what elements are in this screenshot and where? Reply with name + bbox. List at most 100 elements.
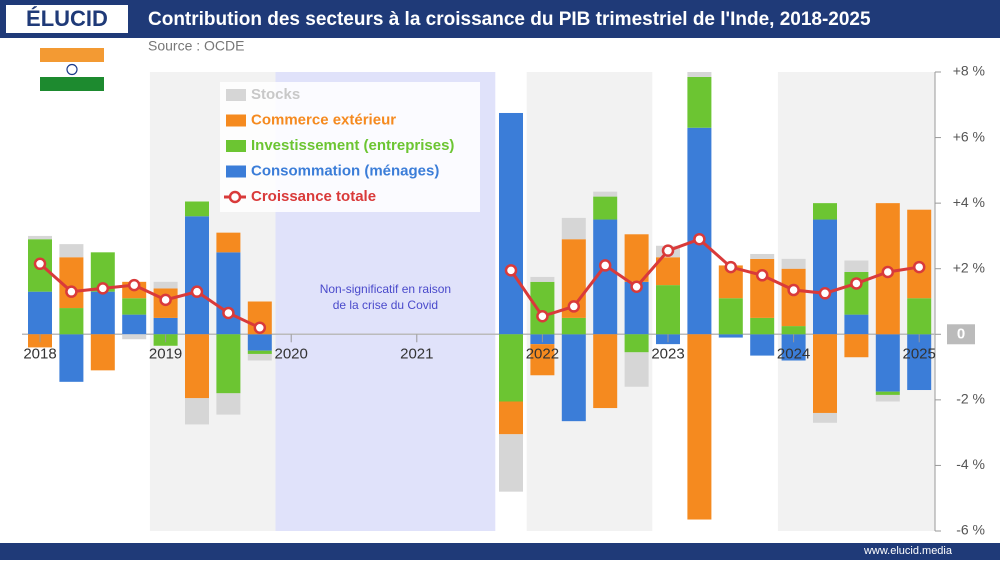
- legend-swatch: [226, 165, 246, 178]
- bar: [844, 260, 869, 272]
- bar: [844, 334, 869, 358]
- bar: [687, 127, 712, 335]
- footer-bar: [0, 543, 1000, 560]
- y-tick-label: -6 %: [956, 522, 985, 538]
- bar: [593, 196, 618, 220]
- bar: [875, 391, 900, 395]
- bar: [750, 334, 775, 356]
- point: [661, 244, 675, 257]
- bar: [907, 209, 932, 299]
- x-tick-label: 2020: [275, 345, 308, 362]
- bar: [687, 72, 712, 77]
- bar: [624, 352, 649, 387]
- legend-label: Commerce extérieur: [251, 111, 396, 128]
- bar: [750, 258, 775, 318]
- legend-marker: [228, 190, 242, 204]
- y-tick-label: -4 %: [956, 456, 985, 472]
- legend-label: Consommation (ménages): [251, 162, 439, 179]
- header-bar: [0, 0, 1000, 38]
- bar: [59, 308, 84, 335]
- bar: [90, 334, 115, 371]
- bar: [561, 217, 586, 240]
- point: [787, 283, 800, 297]
- point: [504, 264, 518, 277]
- bar: [687, 334, 712, 520]
- point: [755, 269, 769, 282]
- point: [222, 306, 235, 320]
- point: [127, 278, 141, 292]
- point: [912, 260, 926, 274]
- bar: [59, 244, 84, 258]
- bar: [153, 281, 178, 289]
- point: [96, 282, 110, 295]
- bar: [875, 394, 900, 402]
- bar: [122, 334, 147, 340]
- bar: [216, 232, 241, 253]
- x-tick-label: 2018: [23, 345, 56, 362]
- footer-url: www.elucid.media: [863, 545, 953, 557]
- annotation: de la crise du Covid: [333, 298, 438, 312]
- x-tick-label: 2024: [777, 345, 810, 362]
- bar: [499, 434, 523, 492]
- bar: [28, 291, 52, 335]
- source: Source : OCDE: [148, 38, 244, 54]
- bar: [718, 298, 743, 335]
- y-tick-label: +6 %: [953, 128, 985, 144]
- bar: [687, 76, 712, 128]
- bar: [561, 334, 586, 422]
- point: [536, 310, 549, 323]
- bar: [122, 314, 147, 335]
- y-tick-label: +8 %: [953, 63, 985, 79]
- point: [818, 287, 832, 300]
- bar: [90, 291, 115, 335]
- legend-box: [220, 82, 480, 212]
- chart-title: Contribution des secteurs à la croissanc…: [148, 9, 871, 30]
- x-tick-label: 2023: [651, 345, 684, 362]
- y-tick-label: +2 %: [953, 259, 985, 275]
- point: [253, 321, 267, 334]
- bar: [624, 334, 649, 353]
- bar: [593, 334, 618, 409]
- legend-swatch: [226, 140, 246, 152]
- point: [567, 300, 581, 313]
- bar: [593, 191, 618, 197]
- bar: [216, 252, 241, 335]
- bar: [122, 298, 147, 315]
- bar: [530, 276, 555, 282]
- bar: [185, 201, 209, 217]
- y-tick-label: +4 %: [953, 194, 985, 210]
- bar: [656, 285, 680, 335]
- legend-label: Stocks: [251, 86, 300, 103]
- zero-box: [947, 324, 975, 345]
- point: [598, 259, 612, 272]
- bar: [907, 298, 932, 335]
- legend-swatch: [226, 114, 246, 127]
- bar: [813, 203, 837, 220]
- bar: [781, 258, 806, 269]
- bar: [561, 317, 586, 335]
- bar: [216, 334, 241, 394]
- annotation: Non-significatif en raison: [320, 282, 451, 296]
- bar: [781, 326, 806, 335]
- point: [65, 285, 78, 298]
- bar: [216, 393, 241, 415]
- bar: [750, 253, 775, 259]
- point: [693, 232, 706, 246]
- bar: [499, 112, 523, 335]
- point: [881, 265, 895, 279]
- point: [33, 257, 47, 271]
- point: [850, 277, 863, 290]
- bar: [153, 317, 178, 335]
- legend-swatch: [226, 89, 246, 101]
- logo-box: [6, 5, 128, 33]
- bar: [530, 344, 555, 376]
- bar: [844, 314, 869, 335]
- bar: [185, 216, 209, 335]
- point: [630, 280, 643, 293]
- bar: [28, 235, 52, 240]
- bar: [247, 353, 272, 361]
- bar: [247, 350, 272, 354]
- bar: [813, 412, 837, 423]
